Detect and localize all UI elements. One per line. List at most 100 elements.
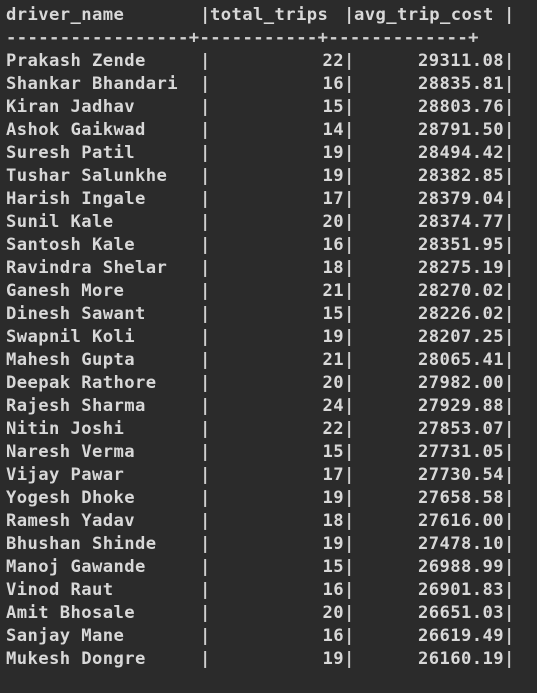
header-separator-line: -----------------+-----------+----------… xyxy=(6,28,479,48)
avg-trip-cost-cell: 26988.99 xyxy=(418,557,504,577)
column-separator: | xyxy=(200,166,211,186)
avg-trip-cost-cell: 28494.42 xyxy=(418,143,504,163)
column-separator: | xyxy=(344,97,355,117)
column-separator: | xyxy=(200,649,211,669)
driver-name-cell: Suresh Patil xyxy=(6,143,135,163)
total-trips-cell: 24 xyxy=(322,396,344,416)
table-row: Santosh Kale | 16| 28351.95| xyxy=(6,234,537,257)
total-trips-cell: 19 xyxy=(322,327,344,347)
column-separator: | xyxy=(344,603,355,623)
column-separator: | xyxy=(200,603,211,623)
avg-trip-cost-cell: 28226.02 xyxy=(418,304,504,324)
table-row: Vinod Raut | 16| 26901.83| xyxy=(6,579,537,602)
column-separator: | xyxy=(200,189,211,209)
avg-trip-cost-cell: 26619.49 xyxy=(418,626,504,646)
table-row: Swapnil Koli | 19| 28207.25| xyxy=(6,326,537,349)
column-separator: | xyxy=(344,465,355,485)
column-separator: | xyxy=(200,488,211,508)
column-separator: | xyxy=(344,580,355,600)
column-separator: | xyxy=(344,350,355,370)
column-separator: | xyxy=(504,212,515,232)
avg-trip-cost-cell: 26160.19 xyxy=(418,649,504,669)
column-separator: | xyxy=(504,419,515,439)
table-row: Harish Ingale | 17| 28379.04| xyxy=(6,188,537,211)
avg-trip-cost-cell: 27731.05 xyxy=(418,442,504,462)
table-row: Nitin Joshi | 22| 27853.07| xyxy=(6,418,537,441)
column-separator: | xyxy=(344,626,355,646)
driver-name-cell: Mukesh Dongre xyxy=(6,649,146,669)
avg-trip-cost-cell: 27982.00 xyxy=(418,373,504,393)
avg-trip-cost-cell: 27730.54 xyxy=(418,465,504,485)
column-separator: | xyxy=(344,488,355,508)
driver-name-cell: Harish Ingale xyxy=(6,189,146,209)
column-separator: | xyxy=(344,396,355,416)
avg-trip-cost-cell: 27616.00 xyxy=(418,511,504,531)
column-separator: | xyxy=(504,350,515,370)
driver-name-cell: Shankar Bhandari xyxy=(6,74,178,94)
table-row: Naresh Verma | 15| 27731.05| xyxy=(6,441,537,464)
column-separator: | xyxy=(200,281,211,301)
column-separator: | xyxy=(504,281,515,301)
driver-name-cell: Swapnil Koli xyxy=(6,327,135,347)
avg-trip-cost-cell: 28270.02 xyxy=(418,281,504,301)
column-separator: | xyxy=(344,511,355,531)
avg-trip-cost-cell: 28065.41 xyxy=(418,350,504,370)
total-trips-cell: 20 xyxy=(322,603,344,623)
driver-name-cell: Ravindra Shelar xyxy=(6,258,168,278)
driver-name-cell: Amit Bhosale xyxy=(6,603,135,623)
table-row: Suresh Patil | 19| 28494.42| xyxy=(6,142,537,165)
total-trips-cell: 19 xyxy=(322,488,344,508)
column-separator: | xyxy=(504,396,515,416)
driver-name-cell: Deepak Rathore xyxy=(6,373,157,393)
total-trips-cell: 18 xyxy=(322,258,344,278)
column-separator: | xyxy=(200,97,211,117)
table-row: Manoj Gawande | 15| 26988.99| xyxy=(6,556,537,579)
column-separator: | xyxy=(504,603,515,623)
table-row: Prakash Zende | 22| 29311.08| xyxy=(6,50,537,73)
table-row: Yogesh Dhoke | 19| 27658.58| xyxy=(6,487,537,510)
column-separator: | xyxy=(504,143,515,163)
column-separator: | xyxy=(504,442,515,462)
column-separator: | xyxy=(504,120,515,140)
total-trips-cell: 15 xyxy=(322,442,344,462)
column-separator: | xyxy=(504,373,515,393)
total-trips-cell: 20 xyxy=(322,373,344,393)
total-trips-cell: 17 xyxy=(322,465,344,485)
table-row: Mukesh Dongre | 19| 26160.19| xyxy=(6,648,537,671)
avg-trip-cost-cell: 29311.08 xyxy=(418,51,504,71)
column-separator: | xyxy=(344,649,355,669)
column-separator: | xyxy=(200,419,211,439)
column-separator: | xyxy=(344,442,355,462)
avg-trip-cost-cell: 27853.07 xyxy=(418,419,504,439)
avg-trip-cost-cell: 27658.58 xyxy=(418,488,504,508)
driver-name-cell: Vinod Raut xyxy=(6,580,114,600)
column-separator: | xyxy=(504,557,515,577)
driver-name-cell: Prakash Zende xyxy=(6,51,146,71)
column-separator: | xyxy=(200,557,211,577)
column-separator: | xyxy=(344,534,355,554)
total-trips-cell: 14 xyxy=(322,120,344,140)
total-trips-cell: 22 xyxy=(322,51,344,71)
column-separator: | xyxy=(200,5,211,25)
table-row: Ramesh Yadav | 18| 27616.00| xyxy=(6,510,537,533)
table-row: Bhushan Shinde | 19| 27478.10| xyxy=(6,533,537,556)
column-separator: | xyxy=(344,5,355,25)
column-separator: | xyxy=(344,120,355,140)
column-separator: | xyxy=(344,166,355,186)
column-separator: | xyxy=(504,649,515,669)
column-separator: | xyxy=(200,511,211,531)
column-header-avg-trip-cost: avg_trip_cost xyxy=(354,5,494,25)
total-trips-cell: 19 xyxy=(322,143,344,163)
table-row: Tushar Salunkhe | 19| 28382.85| xyxy=(6,165,537,188)
total-trips-cell: 15 xyxy=(322,557,344,577)
table-row: Sanjay Mane | 16| 26619.49| xyxy=(6,625,537,648)
avg-trip-cost-cell: 28791.50 xyxy=(418,120,504,140)
column-separator: | xyxy=(344,281,355,301)
driver-name-cell: Kiran Jadhav xyxy=(6,97,135,117)
driver-name-cell: Ganesh More xyxy=(6,281,125,301)
driver-name-cell: Sunil Kale xyxy=(6,212,114,232)
column-separator: | xyxy=(200,442,211,462)
total-trips-cell: 21 xyxy=(322,281,344,301)
column-separator: | xyxy=(344,419,355,439)
